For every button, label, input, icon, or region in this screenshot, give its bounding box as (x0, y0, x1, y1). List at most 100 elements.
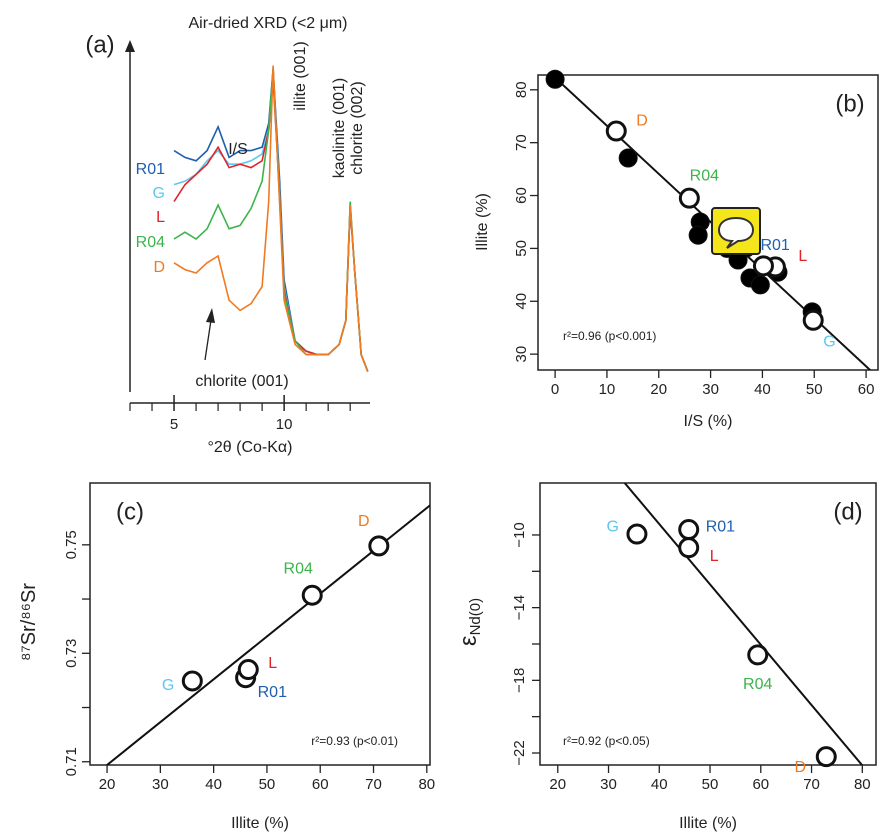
point-label: G (606, 518, 618, 535)
open-point (605, 120, 627, 142)
plot-frame (537, 74, 879, 371)
x-tick-label: 20 (549, 776, 566, 793)
icon-bubble (717, 216, 755, 249)
point-label: D (358, 513, 370, 530)
y-axis-arrow (125, 40, 135, 52)
plot-frame (539, 482, 877, 766)
x-axis-label: °2θ (Co-Kα) (208, 439, 293, 456)
y-tick-label: −18 (511, 668, 528, 693)
point-label: G (823, 334, 835, 351)
x-tick-label: 60 (312, 776, 329, 793)
x-tick-label: 80 (418, 776, 435, 793)
x-tick-label: 10 (599, 381, 616, 398)
point-label: L (710, 548, 719, 565)
filled-point (688, 225, 708, 245)
point-label: D (636, 112, 648, 129)
x-tick-label: 70 (803, 776, 820, 793)
annotation-arrowhead (206, 308, 215, 323)
y-tick-label: −22 (511, 740, 528, 765)
legend-label: R04 (136, 234, 165, 251)
point-label: G (162, 677, 174, 694)
point-label: L (798, 248, 807, 265)
panel-label: (d) (833, 498, 862, 525)
panel-label: (a) (85, 31, 114, 58)
chart-layer: Air-dried XRD (<2 μm) (a) 5 10 °2θ (Co-Kα) R0… (18, 15, 879, 832)
x-tick-label: 50 (702, 776, 719, 793)
x-tick-label: 50 (806, 381, 823, 398)
open-point (301, 584, 323, 606)
y-tick-label: 70 (513, 134, 530, 151)
y-axis-label-main: Illite (%) (474, 193, 491, 251)
point-label: L (268, 655, 277, 672)
x-tick-label: 30 (152, 776, 169, 793)
x-tick-label: 40 (205, 776, 222, 793)
open-point (678, 187, 700, 209)
y-tick-label: 0.75 (63, 530, 80, 559)
open-point (626, 523, 648, 545)
y-tick-label: 60 (513, 187, 530, 204)
legend-label: L (156, 209, 165, 226)
chat-icon[interactable] (711, 207, 761, 255)
x-tick-label: 40 (651, 776, 668, 793)
panel-label: (c) (116, 498, 144, 525)
open-point (181, 670, 203, 692)
x-axis-label: Illite (%) (231, 815, 289, 832)
open-point (237, 659, 259, 681)
panel-label: (b) (835, 90, 864, 117)
x-tick-label: 70 (365, 776, 382, 793)
y-tick-label: 80 (513, 81, 530, 98)
point-label: R04 (743, 676, 772, 693)
y-tick-label: 30 (513, 346, 530, 363)
open-point (752, 255, 774, 277)
y-axis-label: ⁸⁷Sr/⁸⁶Sr (18, 583, 40, 661)
xrd-pattern (173, 65, 369, 372)
point-label: R01 (706, 519, 735, 536)
x-tick-label: 20 (99, 776, 116, 793)
annotation: r²=0.93 (p<0.01) (311, 734, 398, 748)
y-axis-label-sub: Nd(0) (467, 598, 484, 636)
filled-point (545, 69, 565, 89)
point-label: R04 (284, 560, 313, 577)
x-tick-label: 60 (858, 381, 875, 398)
open-point (815, 746, 837, 768)
point-label: R01 (258, 684, 287, 701)
fit-clip (623, 483, 864, 765)
annotation-arrow (204, 319, 212, 361)
y-axis-label: εNd(0) (455, 598, 484, 646)
x-tick-label: 60 (752, 776, 769, 793)
point-label: R04 (690, 167, 719, 184)
y-axis-label-main: ε (455, 635, 482, 646)
y-axis-label: Illite (%) (474, 193, 491, 251)
legend-label: R01 (136, 161, 165, 178)
y-tick-label: 0.71 (63, 747, 80, 776)
open-point (678, 519, 700, 541)
x-axis-label: I/S (%) (684, 413, 733, 430)
filled-point (618, 148, 638, 168)
legend-label: D (153, 259, 165, 276)
x-tick-label: 50 (259, 776, 276, 793)
regression-line (623, 483, 864, 765)
annotation: chlorite (002) (349, 81, 366, 174)
open-point (747, 644, 769, 666)
x-tick-label: 30 (702, 381, 719, 398)
y-tick-label: 50 (513, 240, 530, 257)
x-tick-label: 5 (170, 416, 178, 433)
y-tick-label: 40 (513, 293, 530, 310)
chart-title: Air-dried XRD (<2 μm) (188, 15, 347, 32)
open-point (802, 309, 824, 331)
annotation: chlorite (001) (195, 373, 288, 390)
x-tick-label: 40 (754, 381, 771, 398)
y-axis-label-main: ⁸⁷Sr/⁸⁶Sr (18, 583, 40, 661)
x-tick-label: 20 (650, 381, 667, 398)
x-tick-label: 80 (854, 776, 871, 793)
x-tick-label: 0 (551, 381, 559, 398)
y-tick-label: −10 (511, 522, 528, 547)
legend-label: G (153, 185, 165, 202)
open-point (678, 537, 700, 559)
point-label: R01 (760, 237, 789, 254)
annotation: illite (001) (292, 41, 309, 110)
x-axis-label: Illite (%) (679, 815, 737, 832)
y-tick-label: 0.73 (63, 639, 80, 668)
annotation: r²=0.92 (p<0.05) (563, 734, 650, 748)
